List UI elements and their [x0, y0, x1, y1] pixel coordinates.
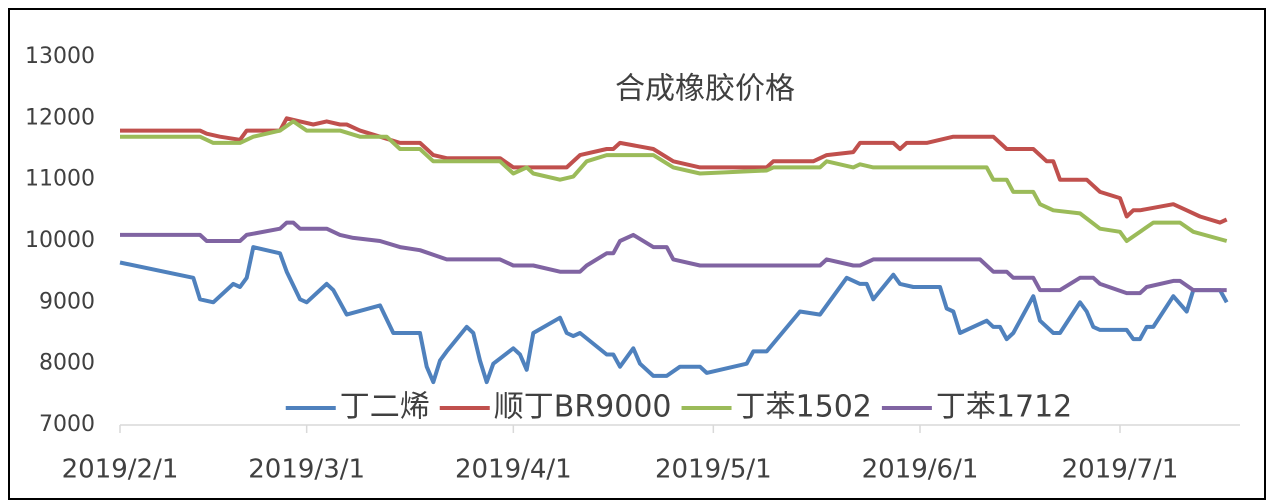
y-tick-label: 7000 — [39, 412, 95, 437]
legend-label: 丁苯1502 — [736, 390, 872, 425]
x-tick-label: 2019/4/1 — [455, 455, 572, 485]
y-tick-label: 9000 — [39, 289, 95, 314]
x-tick-label: 2019/2/1 — [62, 455, 179, 485]
x-tick-label: 2019/3/1 — [248, 455, 365, 485]
x-tick-label: 2019/6/1 — [862, 455, 979, 485]
chart-title: 合成橡胶价格 — [615, 72, 795, 107]
legend-label: 丁苯1712 — [936, 390, 1072, 425]
x-tick-label: 2019/5/1 — [655, 455, 772, 485]
chart-frame — [8, 8, 1266, 500]
series-line — [119, 245, 1229, 385]
series-line — [120, 116, 1228, 225]
y-tick-label: 12000 — [25, 105, 95, 130]
y-tick-label: 10000 — [25, 228, 95, 253]
y-tick-label: 11000 — [25, 167, 95, 192]
y-tick-label: 8000 — [39, 351, 95, 376]
x-tick-label: 2019/7/1 — [1062, 455, 1179, 485]
legend-label: 顺丁BR9000 — [494, 390, 672, 425]
series-line — [120, 220, 1227, 296]
series-line — [120, 119, 1228, 243]
y-tick-label: 13000 — [25, 44, 95, 69]
legend-label: 丁二烯 — [340, 390, 430, 425]
